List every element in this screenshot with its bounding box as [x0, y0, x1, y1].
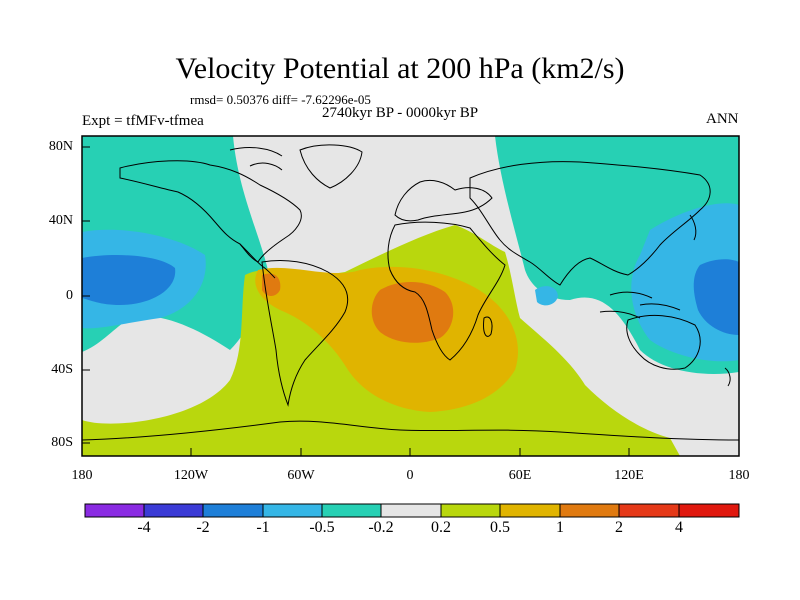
- colorbar-label-1: -2: [196, 519, 210, 536]
- stats-subtitle: rmsd= 0.50376 diff= -7.62296e-05: [190, 92, 371, 107]
- coast-asia: [469, 161, 711, 286]
- lon-label-180w: 180: [71, 468, 93, 483]
- coast-australia: [626, 315, 701, 370]
- lon-label-120w: 120W: [173, 468, 209, 483]
- lon-label-120e: 120E: [614, 468, 644, 483]
- colorbar-label-7: 1: [556, 519, 564, 536]
- field-negative-east-core: [693, 259, 739, 335]
- colorbar-box-2: [202, 503, 264, 518]
- lon-label-60w: 60W: [287, 468, 315, 483]
- lat-label-0: 0: [66, 288, 73, 303]
- coast-madagascar: [483, 316, 493, 337]
- season-label: ANN: [706, 111, 739, 127]
- lon-label-180e: 180: [728, 468, 750, 483]
- colorbar-label-0: -4: [137, 519, 151, 536]
- colorbar-box-3: [262, 503, 323, 518]
- coast-europe: [394, 179, 493, 222]
- coast-japan: [689, 214, 697, 241]
- lat-label-80n: 80N: [48, 139, 73, 154]
- colorbar-label-8: 2: [615, 519, 623, 536]
- colorbar-label-4: -0.2: [368, 519, 394, 536]
- lat-label-40s: 40S: [51, 362, 73, 377]
- lat-label-80s: 80S: [51, 435, 73, 450]
- map-panel: [82, 136, 739, 456]
- coast-antarctica: [82, 420, 739, 441]
- experiment-label: Expt = tfMFv-tfmea: [82, 113, 204, 129]
- coast-north-america: [119, 160, 302, 263]
- coast-arctic: [229, 147, 283, 171]
- colorbar-label-2: -1: [256, 519, 270, 536]
- field-negative-arabian: [535, 286, 558, 306]
- plot-title: Velocity Potential at 200 hPa (km2/s): [175, 52, 625, 85]
- colorbar-box-5: [380, 503, 442, 518]
- coastlines: [82, 144, 739, 441]
- coast-south-america: [261, 259, 349, 407]
- colorbar-box-8: [559, 503, 620, 518]
- lat-label-40n: 40N: [48, 213, 73, 228]
- field-positive-high: [371, 281, 454, 343]
- colorbar-label-6: 0.5: [490, 519, 510, 536]
- field-positive-high-west: [262, 273, 281, 296]
- colorbar-box-6: [440, 503, 501, 518]
- lon-label-60e: 60E: [508, 468, 532, 483]
- colorbar-label-5: 0.2: [431, 519, 451, 536]
- colorbar: [84, 503, 740, 518]
- period-subtitle: 2740kyr BP - 0000kyr BP: [322, 105, 479, 121]
- colorbar-box-7: [499, 503, 561, 518]
- map-ticks: [81, 146, 740, 456]
- colorbar-box-4: [321, 503, 382, 518]
- lon-label-0: 0: [406, 468, 414, 483]
- colorbar-box-1: [143, 503, 204, 518]
- colorbar-box-9: [618, 503, 680, 518]
- coast-indonesia: [599, 291, 681, 319]
- colorbar-box-0: [84, 503, 145, 518]
- colorbar-label-3: -0.5: [309, 519, 335, 536]
- colorbar-label-9: 4: [675, 519, 683, 536]
- coast-africa: [387, 221, 506, 361]
- field-positive-mid: [255, 266, 518, 412]
- field-negative-west-core: [82, 255, 176, 305]
- coast-greenland: [299, 144, 363, 189]
- colorbar-box-10: [678, 503, 740, 518]
- coast-new-zealand: [724, 367, 731, 387]
